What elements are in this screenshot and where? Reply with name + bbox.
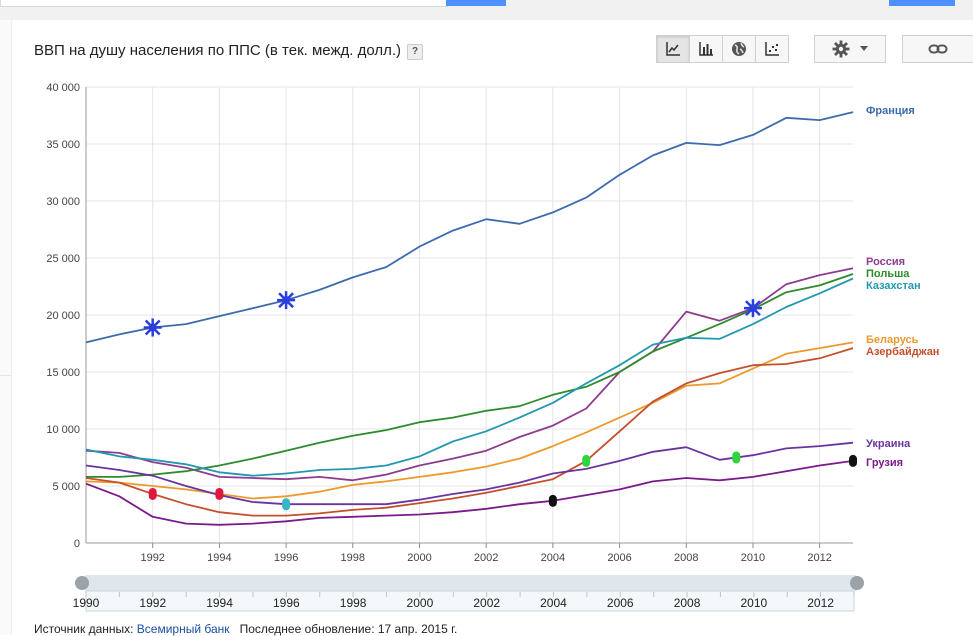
blob-marker [148, 487, 157, 500]
globe-map-icon [732, 42, 746, 56]
cross-marker-center [748, 304, 757, 313]
x-tick-label: 2000 [407, 552, 431, 564]
cross-marker [143, 318, 162, 337]
chart-title: ВВП на душу населения по ППС (в тек. меж… [34, 42, 424, 60]
line-chart-button[interactable] [656, 35, 690, 63]
time-slider-label: 2010 [740, 596, 767, 610]
series-line [85, 267, 854, 482]
blob-marker [215, 487, 224, 500]
settings-button[interactable] [814, 35, 886, 63]
series-line [85, 277, 854, 477]
left-margin [0, 20, 12, 635]
x-tick-label: 1998 [341, 552, 365, 564]
series-line [85, 111, 854, 344]
share-link-button[interactable] [902, 35, 973, 63]
gear-icon [832, 40, 850, 58]
cross-marker [277, 291, 296, 310]
account-button[interactable] [889, 0, 955, 6]
bar-chart-icon [699, 42, 713, 56]
chevron-down-icon [860, 46, 868, 51]
x-tick-label: 2006 [607, 552, 631, 564]
map-chart-button[interactable] [722, 35, 756, 63]
cross-marker-center [148, 323, 157, 332]
source-label: Источник данных: [34, 622, 134, 636]
series-line [85, 341, 854, 500]
x-tick-label: 1992 [140, 552, 164, 564]
time-slider-label: 2000 [407, 596, 434, 610]
search-button[interactable] [446, 0, 506, 6]
y-tick-label: 40 000 [46, 82, 80, 94]
chart-title-text: ВВП на душу населения по ППС (в тек. меж… [34, 42, 402, 59]
data-source-line: Источник данных: Всемирный банк Последне… [34, 622, 457, 636]
time-slider-label: 2008 [674, 596, 701, 610]
time-slider-label: 1992 [139, 596, 166, 610]
x-tick-label: 2010 [741, 552, 765, 564]
help-icon[interactable]: ? [407, 44, 424, 60]
time-slider-label: 1996 [273, 596, 300, 610]
y-tick-label: 10 000 [46, 424, 80, 436]
margin-divider [0, 375, 11, 376]
y-tick-label: 25 000 [46, 253, 80, 265]
x-tick-label: 2002 [474, 552, 498, 564]
series-line [85, 347, 854, 517]
series-legend-label: Грузия [866, 457, 903, 469]
blob-marker [849, 454, 857, 467]
y-tick-label: 5 000 [52, 481, 80, 493]
series-legend-label: Россия [866, 256, 905, 268]
link-icon [928, 44, 948, 54]
x-tick-label: 2004 [541, 552, 565, 564]
time-slider-scale [85, 590, 855, 612]
last-updated: Последнее обновление: 17 апр. 2015 г. [239, 622, 458, 636]
time-slider-label: 2006 [607, 596, 634, 610]
time-slider-label: 2002 [473, 596, 500, 610]
series-line [85, 460, 854, 526]
x-tick-label: 2008 [674, 552, 698, 564]
series-legend-label: Украина [866, 438, 911, 450]
cross-marker-center [282, 296, 291, 305]
y-tick-label: 15 000 [46, 367, 80, 379]
time-slider-label: 1994 [206, 596, 233, 610]
series-legend-label: Казахстан [866, 280, 921, 292]
series-legend-label: Польша [866, 268, 910, 280]
time-slider-label: 1990 [73, 596, 100, 610]
scatter-chart-button[interactable] [755, 35, 789, 63]
time-slider-label: 2012 [807, 596, 834, 610]
y-tick-label: 0 [74, 538, 80, 550]
y-tick-label: 30 000 [46, 196, 80, 208]
scatter-chart-icon [765, 42, 779, 56]
series-legend-label: Беларусь [866, 334, 919, 346]
blob-marker [582, 454, 591, 467]
source-link[interactable]: Всемирный банк [136, 622, 230, 636]
time-slider-right-handle [850, 576, 864, 590]
y-tick-label: 20 000 [46, 310, 80, 322]
time-slider-left-handle [75, 576, 89, 590]
blob-marker [282, 498, 291, 511]
x-tick-label: 1996 [274, 552, 298, 564]
x-tick-label: 1994 [207, 552, 231, 564]
y-tick-label: 35 000 [46, 139, 80, 151]
time-slider-label: 2004 [540, 596, 567, 610]
series-legend-label: Франция [866, 105, 915, 117]
series-legend-label: Азербайджан [866, 346, 939, 358]
x-tick-label: 2012 [807, 552, 831, 564]
series-line [86, 273, 854, 478]
cross-marker [743, 299, 762, 318]
top-browser-bar [0, 0, 973, 20]
line-chart-icon [666, 42, 680, 56]
time-slider-label: 1998 [340, 596, 367, 610]
blob-marker [732, 451, 741, 464]
chart-type-toolbar [656, 35, 789, 63]
time-slider-track [84, 575, 858, 591]
bar-chart-button[interactable] [689, 35, 723, 63]
series-line [85, 441, 854, 506]
blob-marker [548, 494, 557, 507]
